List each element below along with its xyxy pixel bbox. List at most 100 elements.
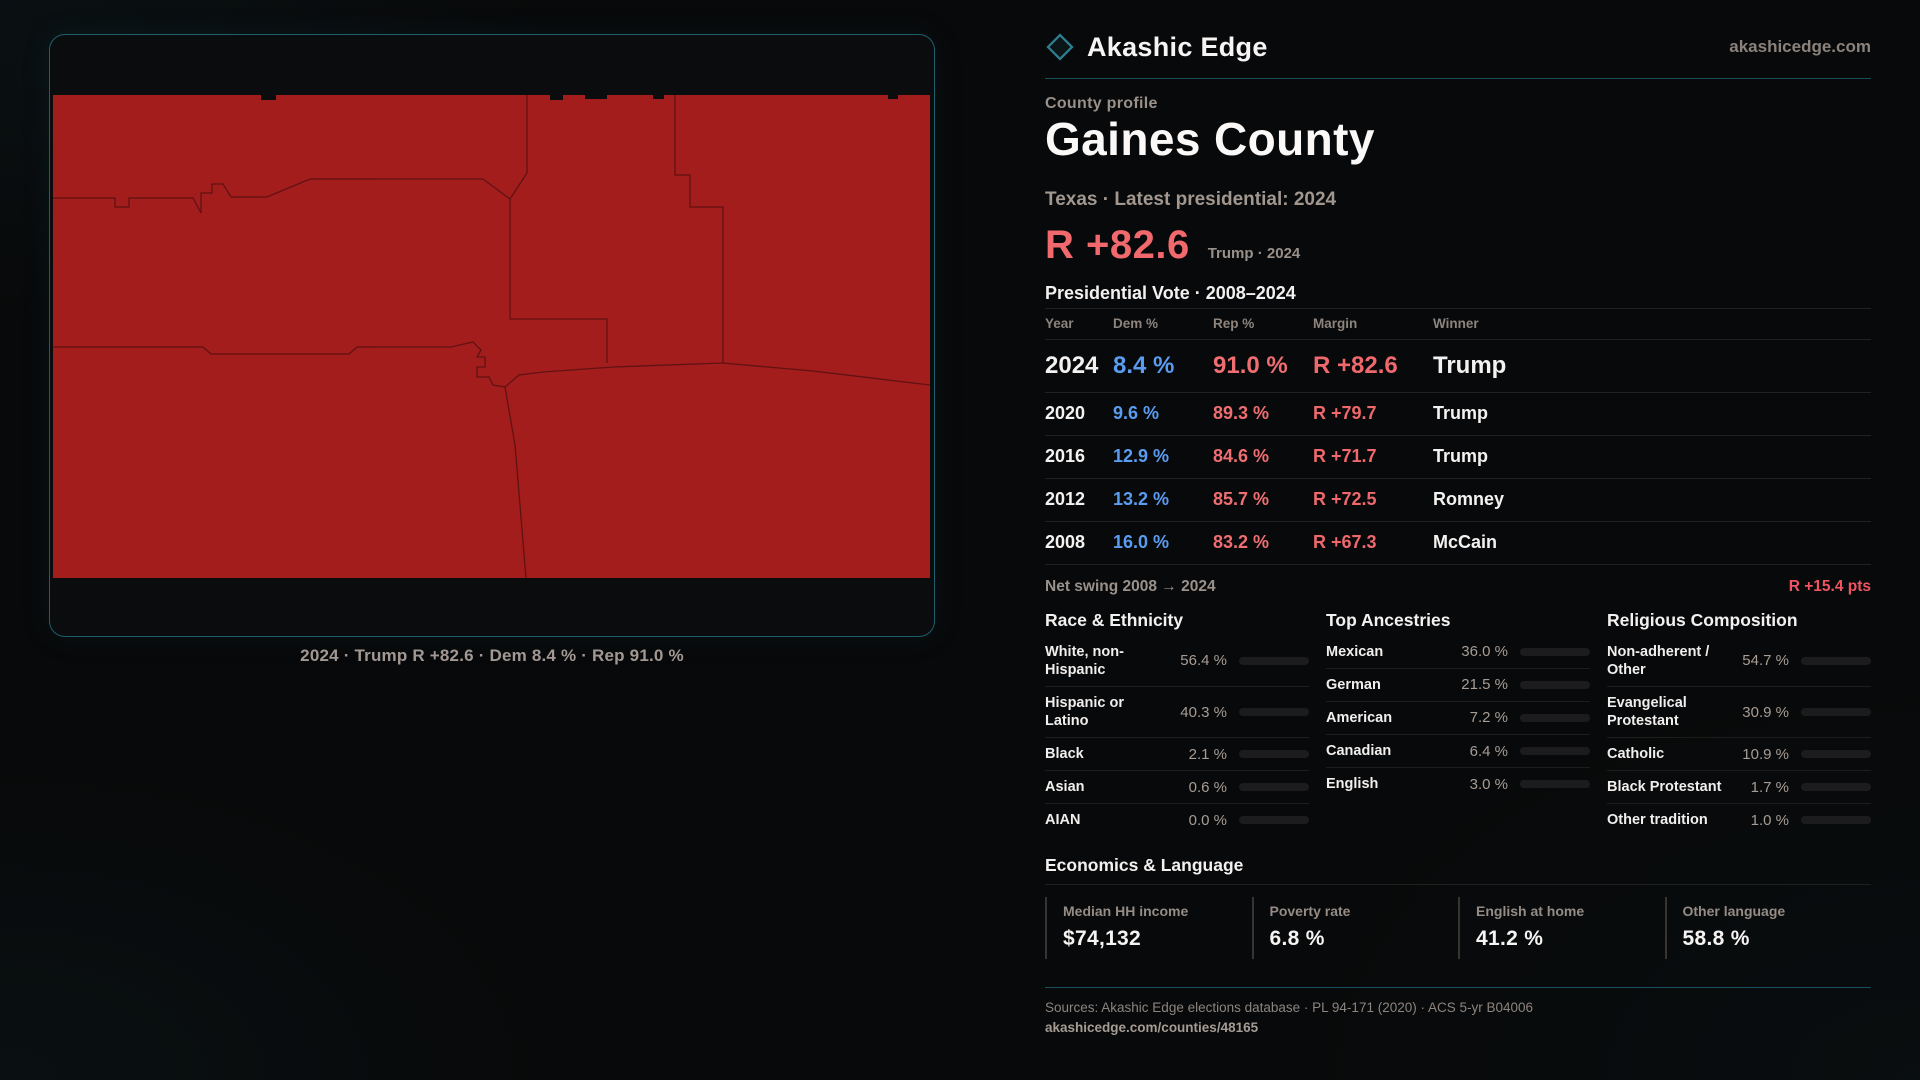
demo-label: American	[1326, 709, 1393, 726]
permalink-link[interactable]: akashicedge.com/counties/48165	[1045, 1019, 1259, 1035]
demo-row: Asian 0.6 %	[1045, 771, 1309, 805]
demo-row: Other tradition 1.0 %	[1607, 804, 1871, 836]
demo-row: Black 2.1 %	[1045, 738, 1309, 772]
section-race-ethnicity: Race & Ethnicity White, non-Hispanic 56.…	[1045, 610, 1309, 837]
demo-value: 1.0 %	[1750, 811, 1789, 829]
cell-winner: Romney	[1433, 489, 1505, 510]
cell-year: 2012	[1045, 489, 1086, 510]
demo-row: American 7.2 %	[1326, 702, 1590, 736]
bar-track	[1239, 656, 1309, 665]
net-swing-label: Net swing 2008 → 2024	[1045, 577, 1216, 595]
sources-line: Sources: Akashic Edge elections database…	[1045, 999, 1534, 1015]
demo-label: White, non-Hispanic	[1045, 643, 1124, 678]
demo-row: Hispanic or Latino 40.3 %	[1045, 687, 1309, 739]
demo-value: 3.0 %	[1469, 775, 1508, 793]
site-link[interactable]: akashicedge.com	[1729, 37, 1871, 56]
bar-track	[1239, 783, 1309, 792]
demo-label: Hispanic or Latino	[1045, 694, 1124, 730]
headline: R +82.6 Trump · 2024	[1045, 223, 1871, 267]
demo-label: English	[1326, 776, 1379, 793]
economics-divider	[1045, 883, 1871, 885]
demo-value: 0.6 %	[1188, 778, 1227, 796]
cell-margin: R +82.6	[1313, 351, 1398, 379]
demo-row: Non-adherent / Other 54.7 %	[1607, 636, 1871, 687]
cell-dem: 12.9 %	[1113, 446, 1170, 467]
demo-row: AIAN 0.0 %	[1045, 804, 1309, 836]
net-swing-value: R +15.4 pts	[1788, 577, 1871, 595]
vote-row-2024: 2024 8.4 % 91.0 % R +82.6 Trump	[1045, 340, 1871, 393]
cell-dem: 9.6 %	[1113, 403, 1160, 424]
cell-margin: R +67.3	[1313, 532, 1377, 553]
stat-label: Poverty rate	[1269, 902, 1351, 919]
demo-label: AIAN	[1045, 812, 1081, 829]
cell-year: 2024	[1045, 351, 1099, 379]
cell-margin: R +71.7	[1313, 446, 1377, 467]
stat-other-language: Other language 58.8 %	[1664, 896, 1872, 959]
bar-track	[1520, 713, 1590, 722]
cell-rep: 85.7 %	[1213, 489, 1270, 510]
stat-label: English at home	[1476, 902, 1585, 919]
stat-label: Median HH income	[1063, 902, 1189, 919]
demo-label: Black Protestant	[1607, 779, 1722, 796]
stat-poverty-rate: Poverty rate 6.8 %	[1251, 896, 1459, 959]
cell-dem: 16.0 %	[1113, 532, 1170, 553]
net-swing-row: Net swing 2008 → 2024 R +15.4 pts	[1045, 578, 1871, 596]
cell-winner: Trump	[1433, 446, 1489, 467]
bar-track	[1239, 816, 1309, 825]
bar-track	[1520, 647, 1590, 656]
cell-winner: Trump	[1433, 403, 1489, 424]
col-dem: Dem %	[1113, 316, 1159, 332]
cell-dem: 13.2 %	[1113, 489, 1170, 510]
vote-row-2012: 2012 13.2 % 85.7 % R +72.5 Romney	[1045, 479, 1871, 522]
col-margin: Margin	[1313, 316, 1358, 332]
cell-rep: 83.2 %	[1213, 532, 1270, 553]
footer-divider	[1045, 986, 1871, 988]
profile-panel: Akashic Edge akashicedge.com County prof…	[1045, 30, 1871, 1035]
col-year: Year	[1045, 316, 1074, 332]
map-caption: 2024 · Trump R +82.6 · Dem 8.4 % · Rep 9…	[300, 646, 684, 665]
vote-row-2016: 2016 12.9 % 84.6 % R +71.7 Trump	[1045, 436, 1871, 479]
cell-year: 2020	[1045, 403, 1086, 424]
col-rep: Rep %	[1213, 316, 1255, 332]
demo-label: Evangelical Protestant	[1607, 694, 1687, 730]
headline-context: Trump · 2024	[1207, 244, 1301, 262]
demo-value: 10.9 %	[1742, 745, 1789, 763]
demo-value: 21.5 %	[1461, 676, 1508, 694]
demo-value: 40.3 %	[1180, 703, 1227, 721]
diamond-logo-icon	[1046, 33, 1074, 61]
demo-label: Canadian	[1326, 743, 1392, 760]
demo-value: 30.9 %	[1742, 703, 1789, 721]
cell-year: 2016	[1045, 446, 1086, 467]
cell-year: 2008	[1045, 532, 1086, 553]
cell-rep: 89.3 %	[1213, 403, 1270, 424]
cell-margin: R +79.7	[1313, 403, 1377, 424]
cell-winner: Trump	[1433, 351, 1507, 379]
demo-row: Evangelical Protestant 30.9 %	[1607, 687, 1871, 739]
demo-value: 36.0 %	[1461, 643, 1508, 661]
demo-row: German 21.5 %	[1326, 669, 1590, 702]
vote-table: Year Dem % Rep % Margin Winner 2024 8.4 …	[1045, 307, 1871, 565]
demo-label: Catholic	[1607, 746, 1665, 763]
demo-row: Mexican 36.0 %	[1326, 636, 1590, 669]
county-map-card	[49, 34, 935, 637]
precinct-boundaries	[53, 95, 930, 578]
bar-track	[1520, 680, 1590, 689]
stat-value: 6.8 %	[1269, 926, 1325, 950]
demo-label: Black	[1045, 746, 1084, 763]
demo-row: Black Protestant 1.7 %	[1607, 771, 1871, 805]
demo-value: 2.1 %	[1188, 745, 1227, 763]
demo-row: Catholic 10.9 %	[1607, 738, 1871, 772]
bar-track	[1239, 750, 1309, 759]
county-map	[53, 95, 930, 578]
section-religious-composition: Religious Composition Non-adherent / Oth…	[1607, 610, 1871, 837]
vote-table-header: Year Dem % Rep % Margin Winner	[1045, 309, 1871, 340]
kicker: County profile	[1045, 95, 1158, 112]
brand-name: Akashic Edge	[1087, 31, 1268, 62]
demo-row: Canadian 6.4 %	[1326, 735, 1590, 769]
demo-value: 1.7 %	[1750, 778, 1789, 796]
demo-row: English 3.0 %	[1326, 768, 1590, 800]
header-divider	[1045, 78, 1871, 79]
demo-row: White, non-Hispanic 56.4 %	[1045, 636, 1309, 687]
demo-value: 0.0 %	[1188, 811, 1227, 829]
